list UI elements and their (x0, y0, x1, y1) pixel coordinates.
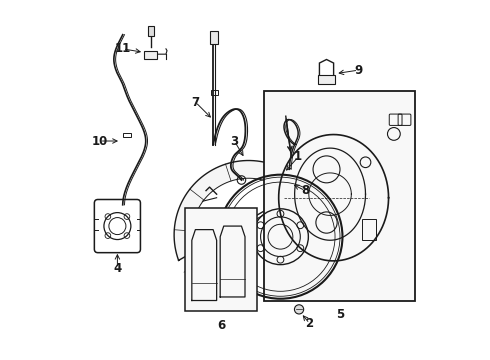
Bar (210, 31, 219, 44)
Bar (185, 208, 257, 311)
Bar (287, 189, 292, 198)
Text: 6: 6 (217, 319, 225, 332)
Bar (318, 76, 335, 84)
Text: 3: 3 (230, 135, 239, 148)
Text: 4: 4 (113, 262, 122, 275)
Bar (122, 133, 130, 138)
Text: 7: 7 (191, 95, 199, 108)
Bar (147, 26, 154, 36)
Bar (144, 51, 157, 59)
Polygon shape (174, 161, 306, 260)
Text: 9: 9 (354, 64, 363, 77)
Circle shape (294, 305, 304, 314)
Text: 5: 5 (336, 308, 344, 321)
Text: 2: 2 (306, 317, 314, 330)
Bar (211, 90, 218, 95)
Bar (265, 91, 415, 301)
Text: 10: 10 (92, 135, 108, 148)
Text: 11: 11 (115, 42, 131, 55)
Text: 8: 8 (301, 184, 309, 197)
Bar (362, 219, 376, 240)
Text: 1: 1 (294, 150, 302, 163)
